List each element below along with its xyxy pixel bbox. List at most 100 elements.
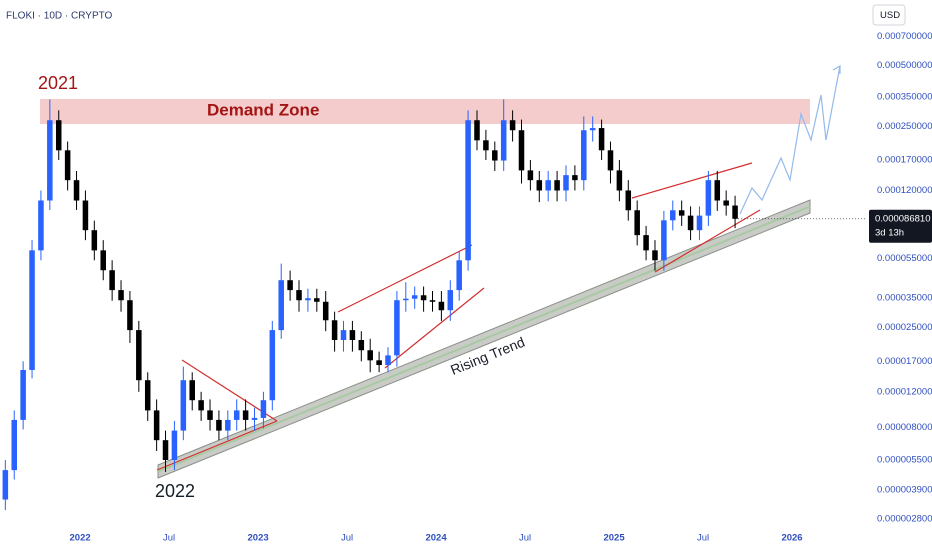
- candle-body: [216, 419, 222, 431]
- candle-body: [554, 180, 560, 191]
- candle-body: [269, 330, 276, 401]
- candle-body: [198, 400, 204, 411]
- candle-body: [563, 175, 569, 191]
- x-tick-label: Jul: [341, 533, 353, 544]
- pattern-lines: [156, 162, 761, 471]
- candle-body: [2, 470, 9, 500]
- candle-body: [411, 295, 418, 299]
- candle-body: [634, 210, 640, 236]
- x-tick-label: Jul: [519, 533, 531, 544]
- y-tick-label: 0.000025000: [877, 322, 932, 333]
- candle-body: [287, 280, 293, 291]
- candle-body: [162, 440, 169, 461]
- candle-body: [260, 400, 267, 418]
- candle-body: [625, 190, 632, 211]
- candle-body: [429, 300, 436, 302]
- candle-body: [118, 290, 124, 301]
- y-tick-label: 0.000035000: [877, 293, 932, 304]
- candle-body: [527, 170, 534, 181]
- x-tick-label: 2022: [70, 533, 91, 544]
- x-tick-label: 2024: [425, 533, 447, 544]
- candle-body: [47, 120, 53, 201]
- candle-body: [661, 220, 667, 261]
- candle-body: [420, 295, 427, 301]
- y-tick-label: 0.000500000: [877, 60, 932, 71]
- candle-body: [687, 215, 694, 231]
- candle-body: [305, 298, 311, 301]
- pattern-line: [631, 162, 753, 199]
- candle-body: [714, 180, 721, 201]
- candle-body: [296, 290, 302, 301]
- candle-body: [251, 417, 258, 420]
- candle-body: [394, 300, 400, 356]
- candle-body: [509, 120, 516, 131]
- pattern-line: [156, 420, 278, 471]
- candle-body: [518, 130, 525, 171]
- candle-body: [678, 210, 685, 216]
- y-tick-label: 0.000250000: [877, 121, 932, 132]
- candle-body: [643, 235, 649, 251]
- candle-body: [670, 210, 676, 221]
- candle-body: [180, 380, 187, 431]
- candle-body: [171, 430, 178, 461]
- candle-body: [474, 120, 480, 141]
- candle-body: [144, 380, 151, 411]
- candle-body: [340, 330, 347, 341]
- y-tick-label: 0.000170000: [877, 155, 932, 166]
- candle-body: [242, 410, 249, 420]
- candle-body: [536, 180, 543, 191]
- candle-body: [696, 215, 703, 231]
- x-tick-label: 2023: [248, 533, 269, 544]
- candle-body: [11, 419, 17, 471]
- x-axis: 2022 Jul 2023 Jul 2024 Jul 2025 Jul 2026: [70, 533, 803, 544]
- countdown: 3d 13h: [875, 227, 904, 238]
- x-tick-label: 2026: [781, 533, 802, 544]
- y-tick-label: 0.000005500: [877, 455, 932, 466]
- candle-body: [314, 298, 320, 302]
- pattern-line: [337, 244, 473, 313]
- drawings: [40, 64, 841, 479]
- y-tick-label: 0.000120000: [877, 185, 932, 196]
- candle-body: [447, 290, 454, 311]
- candle-body: [136, 330, 142, 381]
- annotation: Demand Zone: [207, 100, 319, 119]
- candle-body: [278, 280, 284, 331]
- candles: [2, 99, 738, 511]
- candle-body: [82, 200, 89, 231]
- candle-body: [322, 301, 329, 321]
- candle-body: [189, 380, 195, 401]
- y-tick-label: 0.000002800: [877, 514, 932, 525]
- candle-body: [492, 150, 498, 161]
- candle-body: [127, 300, 133, 331]
- x-tick-label: Jul: [163, 533, 175, 544]
- candle-body: [607, 150, 614, 171]
- candle-body: [225, 419, 231, 431]
- candle-body: [403, 298, 409, 301]
- currency: USD: [880, 10, 900, 21]
- last-price-label: 0.000086810: [875, 213, 930, 224]
- candle-body: [64, 150, 71, 181]
- candle-body: [376, 360, 382, 366]
- y-tick-label: 0.000012000: [877, 386, 932, 397]
- annotation: 2022: [155, 481, 195, 501]
- demand-zone: [40, 99, 810, 124]
- projection-arrow: [832, 64, 841, 74]
- candle-body: [483, 140, 489, 151]
- candle-body: [55, 120, 62, 151]
- candle-body: [465, 120, 471, 261]
- candle-body: [438, 301, 445, 311]
- currency-box: [872, 4, 906, 26]
- candle-body: [732, 205, 738, 219]
- candle-body: [367, 350, 373, 361]
- last-price-box: [869, 209, 932, 243]
- candle-body: [589, 128, 596, 131]
- candle-body: [456, 260, 462, 291]
- candle-body: [500, 120, 507, 161]
- candle-body: [598, 128, 605, 151]
- candle-body: [91, 230, 98, 251]
- y-tick-label: 0.000350000: [877, 91, 932, 102]
- x-tick-label: Jul: [697, 533, 709, 544]
- candle-body: [705, 180, 712, 216]
